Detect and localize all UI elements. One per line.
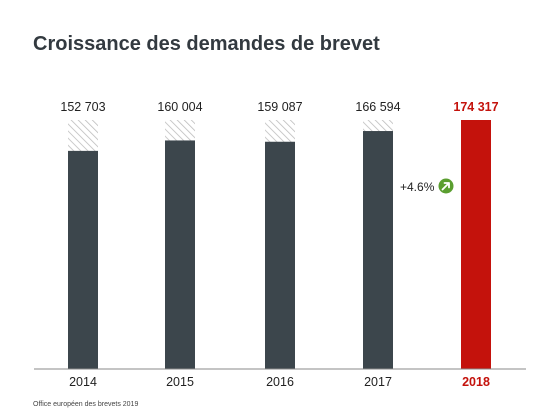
category-label-2017: 2017: [364, 375, 392, 389]
value-label-2018: 174 317: [453, 100, 498, 114]
value-label-2015: 160 004: [157, 100, 202, 114]
value-label-2014: 152 703: [60, 100, 105, 114]
value-label-2016: 159 087: [257, 100, 302, 114]
value-label-2017: 166 594: [355, 100, 400, 114]
bar-2014: [68, 151, 98, 369]
category-label-2016: 2016: [266, 375, 294, 389]
bar-2016: [265, 142, 295, 369]
category-label-2015: 2015: [166, 375, 194, 389]
category-label-2014: 2014: [69, 375, 97, 389]
up-right-arrow-icon: [439, 179, 454, 194]
bar-2015: [165, 140, 195, 369]
growth-label: +4.6%: [400, 180, 435, 194]
source-note: Office européen des brevets 2019: [33, 401, 138, 408]
category-label-2018: 2018: [462, 375, 490, 389]
bar-2018: [461, 120, 491, 369]
bar-2017: [363, 131, 393, 369]
bar-chart: 152 703 2014 160 004 2015 159 087 2016 166 594…: [0, 0, 560, 400]
